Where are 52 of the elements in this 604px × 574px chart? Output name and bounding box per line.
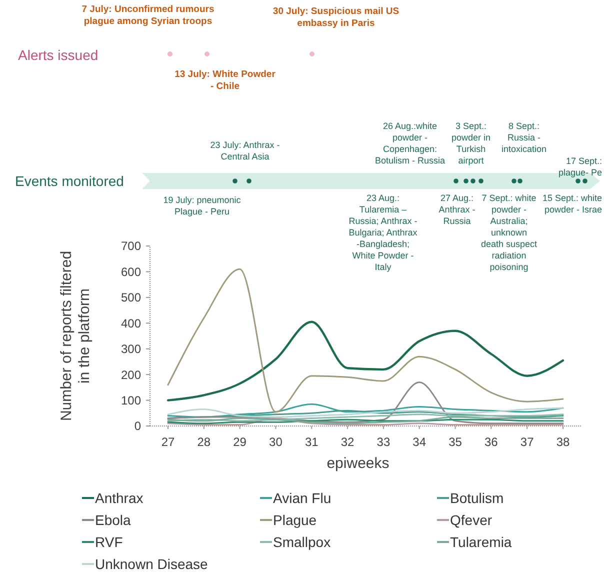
line-series [167, 382, 564, 424]
text: 26 Aug.:white powder - Copenhagen: Botulism - Russia [374, 121, 446, 166]
legend-label: Botulism [450, 490, 504, 506]
text: 17 Sept.: plague- Pe [558, 156, 602, 178]
y-tick-label: 700 [120, 239, 142, 254]
x-axis-title: epiweeks [326, 455, 390, 472]
x-tick-label: 34 [412, 435, 426, 449]
line-series [167, 403, 564, 418]
y-tick-label: 400 [120, 316, 142, 330]
x-tick-label: 31 [304, 435, 319, 449]
y-tick-label: 500 [120, 290, 142, 305]
x-tick-label: 36 [484, 435, 498, 449]
x-tick-label: 35 [448, 435, 462, 449]
text: 3 Sept.: powder in Turkish airport [451, 121, 491, 166]
x-tick-label: 37 [520, 435, 534, 449]
annotation: 23 Aug.: Tularemia – Russia; Anthrax - Bulgaria; Anthrax -Bangladesh; White Powder - Italy [348, 193, 418, 272]
y-tick-label: 300 [120, 342, 142, 356]
legend-label: Ebola [95, 512, 132, 528]
x-tick-label: 29 [233, 435, 247, 449]
text: 23 July: Anthrax - Central Asia [210, 140, 280, 162]
x-tick-label: 27 [161, 435, 175, 449]
text: 15 Sept.: white powder - Israe [542, 193, 602, 214]
legend-label: Tularemia [450, 534, 512, 550]
line-series [167, 407, 564, 418]
text: 7 July: Unconfirmed rumours plague among Syrian troops [82, 4, 214, 27]
y-tick-label: 100 [120, 393, 142, 408]
legend-label: Smallpox [273, 534, 331, 550]
text: 27 Aug.: Anthrax - Russia [438, 193, 476, 226]
annotation: 7 Sept.: white powder - Australia; unknown death suspect radiation poisoning [480, 193, 538, 272]
legend-label: Unknown Disease [95, 556, 208, 572]
y-axis-title: Number of reports filtered in the platform [58, 250, 93, 422]
text: 19 July: pneumonic Plague - Peru [163, 195, 242, 216]
text: 30 July: Suspicious mail US embassy in Paris [272, 6, 400, 29]
legend-label: Avian Flu [273, 490, 332, 506]
text: Events monitored [15, 173, 124, 189]
legend-label: Plague [273, 512, 317, 528]
text: 13 July: White Powder - Chile [174, 69, 276, 92]
line-series [167, 414, 564, 422]
legend-label: Anthrax [95, 490, 144, 506]
x-tick-label: 30 [269, 435, 283, 449]
line-series [166, 320, 564, 402]
text: 8 Sept.: Russia - intoxication [501, 121, 547, 154]
y-tick-label: 200 [120, 368, 142, 382]
y-tick-label: 600 [120, 264, 142, 279]
x-tick-label: 38 [556, 435, 570, 449]
y-tick-label: 0 [134, 419, 142, 434]
legend-label: Qfever [450, 512, 492, 528]
x-tick-label: 33 [376, 435, 390, 449]
x-tick-label: 32 [340, 435, 355, 449]
legend-label: RVF [95, 534, 123, 550]
text: Alerts issued [18, 47, 98, 63]
x-tick-label: 28 [197, 435, 211, 449]
